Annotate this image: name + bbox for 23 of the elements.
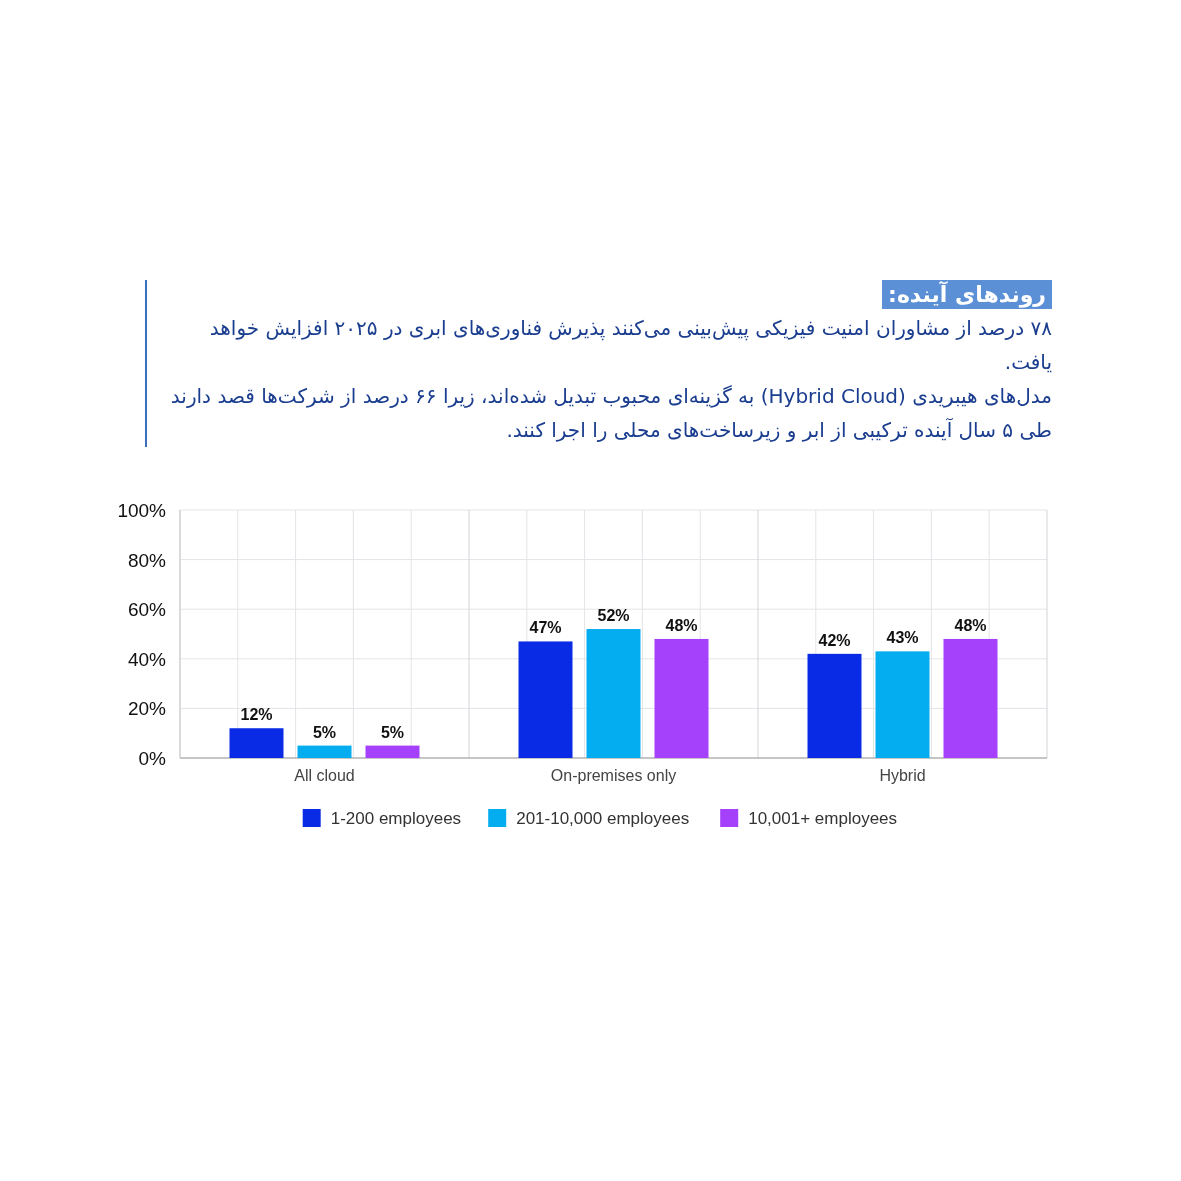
y-tick-label: 40% xyxy=(127,648,167,670)
legend-label: 1-200 employees xyxy=(330,809,462,828)
y-tick-label: 60% xyxy=(127,599,167,621)
legend-label: 10,001+ employees xyxy=(748,809,898,828)
data-label: 48% xyxy=(665,616,698,634)
data-label: 5% xyxy=(380,723,405,741)
x-tick-label: Hybrid xyxy=(879,767,926,784)
data-label: 43% xyxy=(886,629,919,647)
legend-label: 201-10,000 employees xyxy=(516,809,690,828)
data-label: 42% xyxy=(818,631,851,649)
x-tick-label: On-premises only xyxy=(550,767,677,784)
y-tick-label: 100% xyxy=(117,500,167,521)
y-tick-label: 80% xyxy=(127,549,167,571)
y-tick-label: 20% xyxy=(127,698,167,720)
data-label: 5% xyxy=(312,723,337,741)
y-tick-label: 0% xyxy=(138,748,167,769)
data-label: 48% xyxy=(954,616,987,634)
data-label: 12% xyxy=(240,706,273,724)
data-label: 47% xyxy=(529,619,562,637)
chart-subtitle: ۷۸ درصد از مشاوران امنیت فیزیکی پیش‌بینی می‌کنند پذیرش فناوری‌های ابری در ۲۰۲۵ افزایش خواهد یافت. مدل‌های هیبریدی (Hybrid Cloud) به گزینه‌ای محبوب تبدیل شده‌اند، زیرا ۶۶ درصد از شرکت‌ها قصد دارند طی ۵ سال آینده ترکیبی از ابر و زیرساخت‌های محلی را اجرا کنند. xyxy=(169,315,1052,444)
chart-title: روندهای آینده: xyxy=(882,280,1052,309)
data-label: 52% xyxy=(597,607,630,625)
x-tick-label: All cloud xyxy=(294,767,355,784)
